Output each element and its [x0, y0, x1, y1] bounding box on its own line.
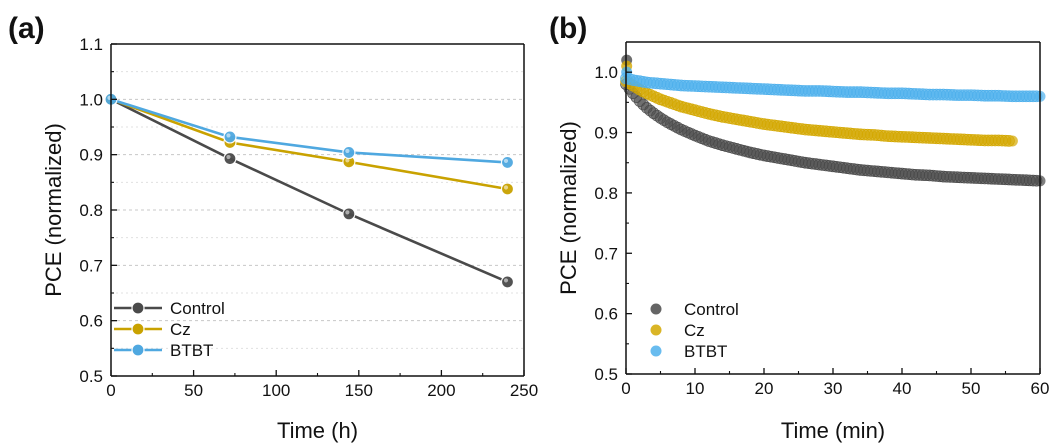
- data-point-highlight: [503, 158, 509, 164]
- legend-item-control: Control: [650, 300, 739, 319]
- data-point: [342, 145, 356, 160]
- series-line: [110, 98, 508, 164]
- x-tick-label: 200: [427, 381, 455, 400]
- series-btbt: [104, 92, 515, 170]
- series-btbt: [620, 72, 1046, 103]
- legend: Control Cz BTBT: [650, 300, 739, 361]
- series-cz: [620, 75, 1018, 147]
- data-point-highlight: [226, 154, 231, 160]
- legend-item-btbt: BTBT: [114, 341, 213, 360]
- x-tick-label: 0: [106, 381, 115, 400]
- x-tick-label: 40: [893, 379, 912, 398]
- y-axis-title: PCE (normalized): [41, 123, 66, 297]
- legend-item-cz: Cz: [114, 320, 191, 339]
- legend-label: Cz: [684, 321, 705, 340]
- x-axis-title: Time (min): [781, 418, 885, 443]
- y-tick-label: 0.6: [79, 312, 103, 331]
- data-point: [223, 130, 237, 144]
- data-point: [1006, 135, 1018, 147]
- x-tick-label: 10: [686, 379, 705, 398]
- data-point-highlight: [345, 210, 350, 215]
- data-point: [500, 182, 515, 196]
- x-tick-label: 30: [824, 379, 843, 398]
- legend-label: Control: [684, 300, 739, 319]
- panel-label: (b): [549, 12, 587, 45]
- data-point: [500, 155, 515, 170]
- y-tick-label: 1.0: [79, 90, 103, 109]
- legend-marker: [650, 324, 662, 336]
- x-tick-label: 60: [1031, 379, 1049, 398]
- series-cz: [104, 92, 515, 196]
- data-point-highlight: [503, 278, 509, 283]
- y-tick-label: 0.5: [594, 365, 618, 384]
- y-tick-label: 0.9: [594, 124, 618, 143]
- y-tick-label: 0.8: [79, 201, 103, 220]
- legend-item-btbt: BTBT: [650, 342, 727, 361]
- data-point-highlight: [226, 133, 231, 138]
- x-tick-label: 150: [345, 381, 373, 400]
- y-tick-label: 0.8: [594, 184, 618, 203]
- data-point-highlight: [345, 158, 350, 163]
- data-point: [223, 151, 237, 166]
- y-tick-label: 0.7: [79, 256, 103, 275]
- series-line: [110, 98, 508, 284]
- panel-a: (a) 0 50 100 150 200 250 0.5 0.6 0.7 0.8 0.9 1.0 1.1 T…: [8, 12, 538, 443]
- x-axis-title: Time (h): [277, 418, 358, 443]
- panel-b: (b) 0 10 20 30 40 50 60 0.5 0.6 0.7 0.8 0.9 1.0 Time (…: [549, 12, 1049, 443]
- x-tick-label: 250: [510, 381, 538, 400]
- x-tick-label: 50: [184, 381, 203, 400]
- legend-marker: [650, 303, 662, 315]
- legend-label: Cz: [170, 320, 191, 339]
- y-tick-label: 0.9: [79, 146, 103, 165]
- x-tick-label: 20: [755, 379, 774, 398]
- legend-item-cz: Cz: [650, 321, 705, 340]
- y-tick-label: 0.6: [594, 305, 618, 324]
- panel-label: (a): [8, 12, 45, 45]
- legend-item-control: Control: [114, 299, 225, 318]
- data-point-highlight: [503, 185, 509, 190]
- legend-marker: [131, 301, 145, 315]
- series-control: [104, 92, 515, 289]
- legend-marker: [131, 322, 145, 336]
- legend-marker: [650, 345, 662, 357]
- legend-label: BTBT: [170, 341, 213, 360]
- y-axis-title: PCE (normalized): [556, 121, 581, 295]
- y-tick-label: 1.1: [79, 35, 103, 54]
- data-point: [342, 207, 356, 221]
- series-line: [110, 98, 508, 191]
- data-point: [500, 275, 515, 289]
- data-point-highlight: [345, 148, 350, 154]
- legend: Control Cz BTBT: [114, 299, 225, 360]
- y-tick-label: 1.0: [594, 63, 618, 82]
- series-control: [620, 78, 1046, 187]
- legend-label: Control: [170, 299, 225, 318]
- x-tick-label: 100: [262, 381, 290, 400]
- x-tick-label: 50: [962, 379, 981, 398]
- y-tick-label: 0.5: [79, 367, 103, 386]
- x-tick-label: 0: [621, 379, 630, 398]
- legend-marker: [131, 343, 145, 357]
- y-tick-label: 0.7: [594, 244, 618, 263]
- legend-label: BTBT: [684, 342, 727, 361]
